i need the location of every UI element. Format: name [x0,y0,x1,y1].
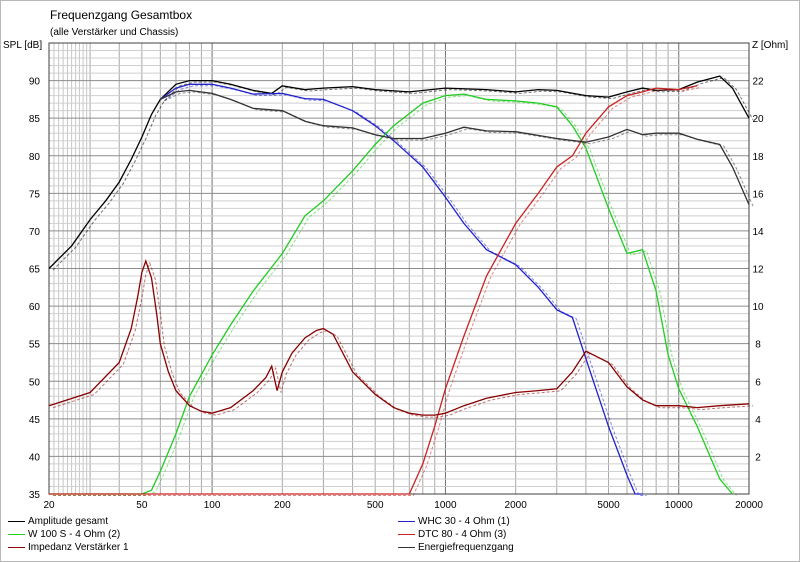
legend-right: WHC 30 - 4 Ohm (1) DTC 80 - 4 Ohm (3) Ener… [398,515,514,554]
series-dotted-line-0 [52,77,754,271]
left-axis-label: SPL [dB] [3,40,43,51]
y2-tick-label: 18 [752,152,764,163]
y-tick-label: 65 [29,265,41,276]
series-dotted-line-1 [164,85,647,496]
right-axis-label: Z [Ohm] [752,40,789,51]
y-tick-label: 75 [29,189,41,200]
legend-swatch [398,533,415,535]
y2-tick-label: 14 [752,227,764,238]
legend-swatch [8,546,25,548]
legend-item: W 100 S - 4 Ohm (2) [8,528,129,541]
y-tick-label: 50 [29,377,41,388]
y2-tick-label: 8 [755,340,761,351]
legend-item: Impedanz Verstärker 1 [8,541,129,554]
legend-item: Energiefrequenzgang [398,541,514,554]
chart-title: Frequenzgang Gesamtbox [50,8,193,22]
legend-label: WHC 30 - 4 Ohm (1) [418,516,510,527]
legend-label: Energiefrequenzgang [418,542,514,553]
x-tick-label: 100 [204,500,221,511]
series-dotted-line-2 [53,95,737,496]
y-tick-label: 85 [29,114,41,125]
x-tick-label: 20 [43,500,55,511]
y-tick-label: 80 [29,152,41,163]
legend-left: Amplitude gesamt W 100 S - 4 Ohm (2) Imped… [8,515,129,554]
legend-label: Impedanz Verstärker 1 [28,542,129,553]
x-tick-label: 1000 [434,500,457,511]
legend-swatch [398,520,415,522]
y-tick-label: 55 [29,340,41,351]
legend-label: Amplitude gesamt [28,516,109,527]
x-tick-label: 5000 [597,500,620,511]
legend-item: Amplitude gesamt [8,515,129,528]
y-tick-label: 45 [29,415,41,426]
series-line-2 [49,93,733,495]
x-tick-label: 20000 [735,500,763,511]
series-line-5 [160,89,750,205]
legend-swatch [398,546,415,548]
x-tick-label: 500 [367,500,384,511]
y2-tick-label: 10 [752,302,764,313]
x-tick-label: 2000 [505,500,528,511]
series-line-3 [49,85,698,495]
series-line-0 [48,75,750,269]
y-tick-label: 60 [29,302,41,313]
y2-tick-label: 16 [752,189,764,200]
legend-item: DTC 80 - 4 Ohm (3) [398,528,514,541]
y-tick-label: 40 [29,452,41,463]
x-tick-label: 200 [274,500,291,511]
series-dotted-line-3 [53,86,702,496]
y-tick-label: 90 [29,77,41,88]
y2-tick-label: 6 [755,377,761,388]
y2-tick-label: 2 [755,452,761,463]
y2-tick-label: 12 [752,265,764,276]
y-tick-label: 35 [29,490,41,501]
legend-item: WHC 30 - 4 Ohm (1) [398,515,514,528]
legend-swatch [8,520,25,522]
chart-subtitle: (alle Verstärker und Chassis) [50,27,179,38]
y-tick-label: 70 [29,227,41,238]
y2-tick-label: 4 [755,415,761,426]
legend-swatch [8,533,25,535]
y2-tick-label: 20 [752,114,764,125]
x-tick-label: 50 [136,500,148,511]
y2-tick-label: 22 [752,77,764,88]
legend-label: W 100 S - 4 Ohm (2) [28,529,121,540]
legend-label: DTC 80 - 4 Ohm (3) [418,529,507,540]
x-tick-label: 10000 [665,500,693,511]
series-line-4 [48,258,750,416]
